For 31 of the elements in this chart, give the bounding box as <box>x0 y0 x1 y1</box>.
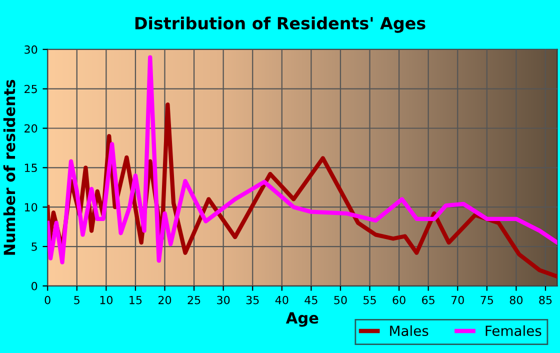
x-tick-label: 35 <box>246 296 259 304</box>
chart-title: Distribution of Residents' Ages <box>135 16 426 33</box>
x-tick-label: 45 <box>304 296 318 304</box>
y-tick-label: 30 <box>24 45 38 54</box>
x-tick-label: 60 <box>392 296 406 304</box>
x-tick-label: 40 <box>275 296 288 304</box>
y-tick-label: 25 <box>24 84 37 94</box>
x-tick-label: 25 <box>188 296 200 304</box>
y-axis-title: Number of residents <box>3 80 16 255</box>
x-tick-label: 65 <box>422 296 434 304</box>
y-tick-label: 20 <box>24 124 38 133</box>
x-tick-label: 85 <box>539 296 552 304</box>
legend-label: Males <box>390 325 428 336</box>
y-tick-label: 15 <box>24 164 37 172</box>
y-tick-label: 5 <box>32 242 37 251</box>
x-tick-label: 55 <box>364 296 376 304</box>
x-tick-label: 30 <box>217 296 230 304</box>
x-tick-label: 15 <box>130 296 142 304</box>
y-tick-label: 10 <box>24 203 38 212</box>
x-tick-label: 70 <box>451 296 464 304</box>
y-tick-label: 0 <box>32 282 38 290</box>
x-tick-label: 5 <box>74 296 80 304</box>
x-tick-label: 75 <box>480 296 494 304</box>
x-tick-label: 80 <box>510 296 523 304</box>
x-axis-title: Age <box>286 312 318 327</box>
x-tick-label: 10 <box>100 296 113 304</box>
x-tick-label: 20 <box>158 296 172 304</box>
x-tick-label: 50 <box>334 296 347 304</box>
x-tick-label: 0 <box>44 296 50 304</box>
line-series <box>48 55 558 264</box>
legend-label: Females <box>486 325 542 336</box>
